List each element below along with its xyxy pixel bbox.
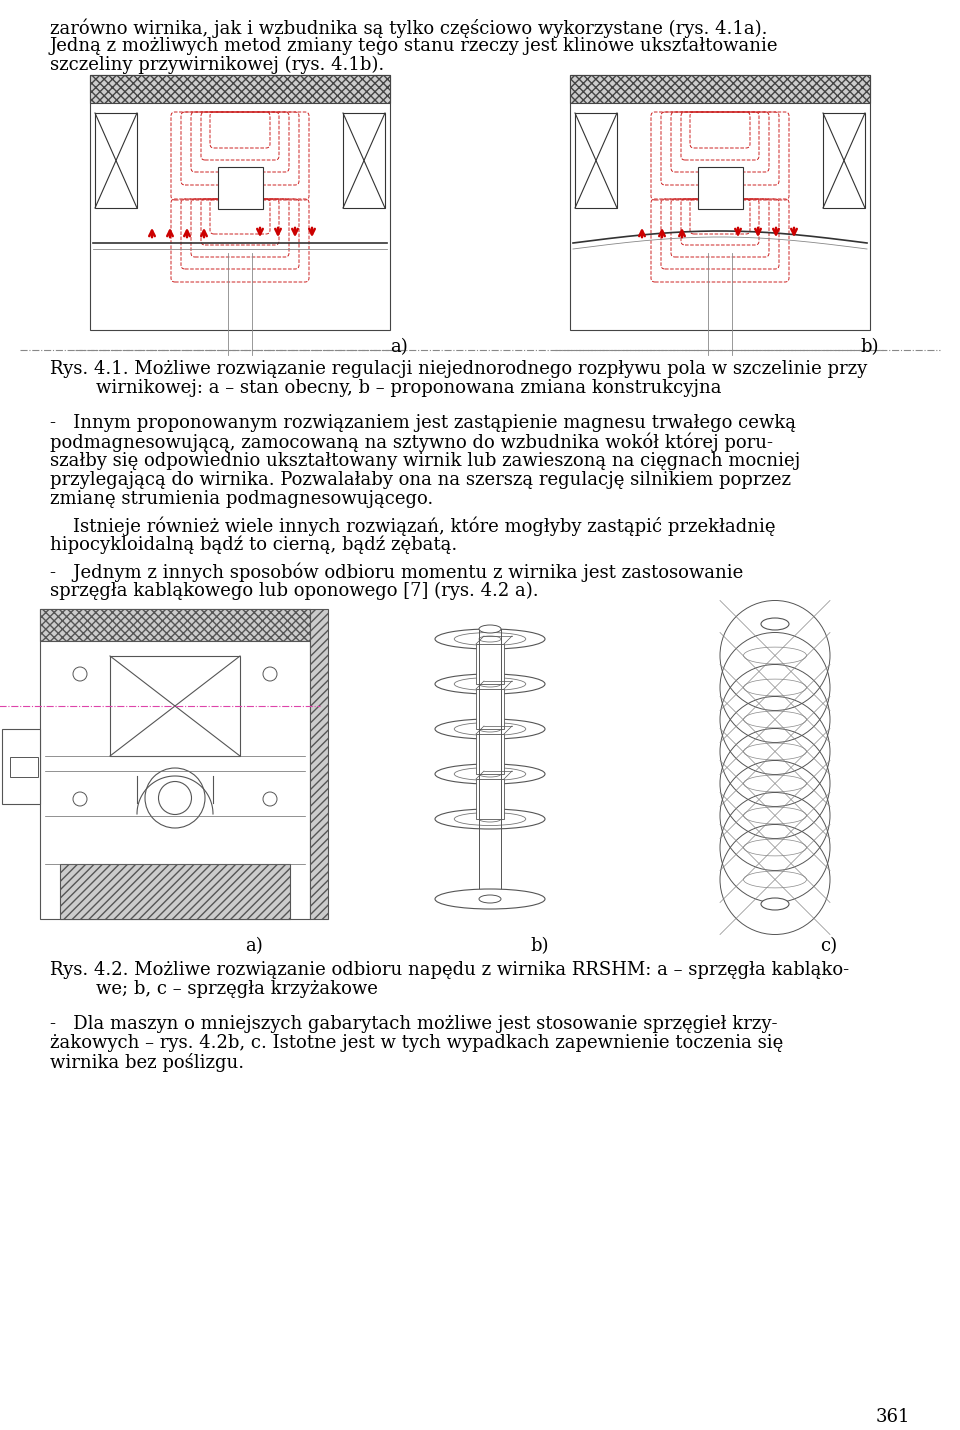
Ellipse shape [479,636,501,642]
Bar [476,689,504,729]
Text: b): b) [530,937,548,955]
Text: a): a) [390,337,408,356]
Text: zmianę strumienia podmagnesowującego.: zmianę strumienia podmagnesowującego. [50,490,433,508]
Text: a): a) [245,937,263,955]
Text: wirnikowej: a – stan obecny, b – proponowana zmiana konstrukcyjna: wirnikowej: a – stan obecny, b – propono… [50,379,722,398]
Text: we; b, c – sprzęgła krzyżakowe: we; b, c – sprzęgła krzyżakowe [50,980,378,998]
Bar [570,74,870,330]
Text: sprzęgła kabląkowego lub oponowego [7] (rys. 4.2 a).: sprzęgła kabląkowego lub oponowego [7] (… [50,582,539,601]
Ellipse shape [454,632,526,645]
Text: c): c) [820,937,837,955]
Ellipse shape [435,809,545,829]
Ellipse shape [435,674,545,694]
Bar [476,779,504,819]
Circle shape [263,792,277,807]
Bar [90,74,390,103]
Text: zarówno wirnika, jak i wzbudnika są tylko częściowo wykorzystane (rys. 4.1a).: zarówno wirnika, jak i wzbudnika są tylk… [50,19,767,37]
Circle shape [73,666,87,681]
Ellipse shape [761,898,789,909]
Text: 361: 361 [876,1409,910,1426]
Text: Rys. 4.1. Możliwe rozwiązanie regulacji niejednorodnego rozpływu pola w szczelin: Rys. 4.1. Możliwe rozwiązanie regulacji … [50,360,867,378]
Ellipse shape [454,722,526,735]
Bar [60,864,290,919]
Text: -   Dla maszyn o mniejszych gabarytach możliwe jest stosowanie sprzęgieł krzy-: - Dla maszyn o mniejszych gabarytach moż… [50,1015,778,1032]
Ellipse shape [435,719,545,739]
Ellipse shape [435,629,545,649]
Ellipse shape [454,678,526,691]
Text: Rys. 4.2. Możliwe rozwiązanie odbioru napędu z wirnika RRSHM: a – sprzęgła kablą: Rys. 4.2. Możliwe rozwiązanie odbioru na… [50,961,850,980]
Bar [40,609,310,919]
Ellipse shape [479,771,501,776]
Text: wirnika bez poślizgu.: wirnika bez poślizgu. [50,1052,244,1072]
Bar [90,74,390,330]
Ellipse shape [479,817,501,822]
Bar [110,656,240,756]
Bar [570,74,870,103]
Circle shape [158,782,191,815]
Bar [310,609,328,919]
Ellipse shape [435,889,545,909]
Ellipse shape [454,812,526,825]
Bar [95,113,137,207]
Ellipse shape [435,764,545,784]
Bar [698,167,742,209]
Text: podmagnesowującą, zamocowaną na sztywno do wzbudnika wokół której poru-: podmagnesowującą, zamocowaną na sztywno … [50,433,773,452]
Ellipse shape [454,768,526,781]
Ellipse shape [479,681,501,686]
Text: żakowych – rys. 4.2b, c. Istotne jest w tych wypadkach zapewnienie toczenia się: żakowych – rys. 4.2b, c. Istotne jest w … [50,1034,783,1052]
Circle shape [145,768,205,828]
Bar [343,113,385,207]
Bar [2,729,40,804]
Circle shape [263,666,277,681]
Text: -   Jednym z innych sposobów odbioru momentu z wirnika jest zastosowanie: - Jednym z innych sposobów odbioru momen… [50,563,743,582]
Bar [575,113,617,207]
Ellipse shape [479,895,501,902]
Text: szczeliny przywirnikowej (rys. 4.1b).: szczeliny przywirnikowej (rys. 4.1b). [50,56,384,74]
Circle shape [73,792,87,807]
Text: -   Innym proponowanym rozwiązaniem jest zastąpienie magnesu trwałego cewką: - Innym proponowanym rozwiązaniem jest z… [50,415,796,432]
Bar [476,644,504,684]
Bar [476,734,504,774]
Ellipse shape [761,618,789,631]
Bar [40,609,310,641]
Bar [823,113,865,207]
Text: przylegającą do wirnika. Pozwalałaby ona na szerszą regulację silnikiem poprzez: przylegającą do wirnika. Pozwalałaby ona… [50,470,791,489]
Ellipse shape [479,625,501,633]
Text: Istnieje również wiele innych rozwiązań, które mogłyby zastąpić przekładnię: Istnieje również wiele innych rozwiązań,… [50,518,776,536]
Bar [10,756,38,776]
Text: hipocykloidalną bądź to cierną, bądź zębatą.: hipocykloidalną bądź to cierną, bądź zęb… [50,536,457,555]
Text: b): b) [860,337,878,356]
Text: Jedną z możliwych metod zmiany tego stanu rzeczy jest klinowe ukształtowanie: Jedną z możliwych metod zmiany tego stan… [50,37,779,54]
Ellipse shape [479,726,501,732]
Text: szałby się odpowiednio ukształtowany wirnik lub zawieszoną na cięgnach mocniej: szałby się odpowiednio ukształtowany wir… [50,452,801,470]
Bar [218,167,262,209]
